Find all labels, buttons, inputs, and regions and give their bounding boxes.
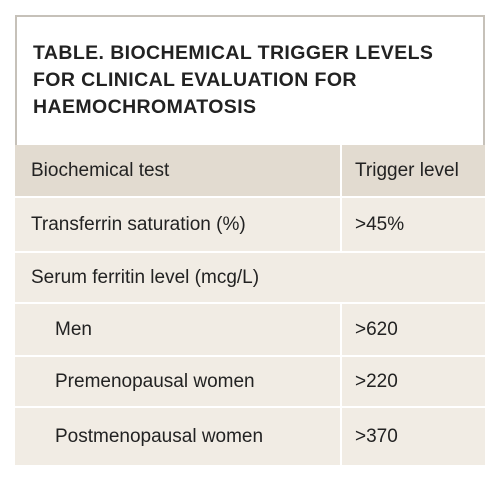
- header-trigger-level: Trigger level: [340, 145, 485, 196]
- row-level: >620: [340, 304, 485, 355]
- table-row: Premenopausal women >220: [15, 357, 485, 408]
- title-line-1-rest: BIOCHEMICAL TRIGGER LEVELS: [104, 42, 434, 64]
- row-test: Transferrin saturation (%): [31, 213, 246, 235]
- trigger-level-table: Biochemical test Trigger level Transferr…: [15, 145, 485, 465]
- title-line-3: HAEMOCHROMATOSIS: [33, 96, 257, 118]
- row-test: Postmenopausal women: [55, 425, 264, 447]
- title-prefix: TABLE.: [33, 42, 105, 64]
- title-line-2: FOR CLINICAL EVALUATION FOR: [33, 69, 357, 91]
- title-line-1: TABLE. BIOCHEMICAL TRIGGER LEVELS: [33, 40, 467, 67]
- row-test: Premenopausal women: [55, 370, 255, 392]
- row-level: >220: [340, 357, 485, 406]
- row-test: Men: [55, 318, 92, 340]
- row-level: >45%: [340, 198, 485, 251]
- table-row-group: Serum ferritin level (mcg/L): [15, 253, 485, 304]
- table-row: Postmenopausal women >370: [15, 408, 485, 465]
- header-biochemical-test: Biochemical test: [31, 159, 170, 181]
- table-row: Transferrin saturation (%) >45%: [15, 198, 485, 253]
- table-header-row: Biochemical test Trigger level: [15, 145, 485, 198]
- table-row: Men >620: [15, 304, 485, 357]
- table-title: TABLE. BIOCHEMICAL TRIGGER LEVELS FOR CL…: [33, 40, 467, 121]
- row-test-group: Serum ferritin level (mcg/L): [31, 266, 260, 288]
- table-title-box: TABLE. BIOCHEMICAL TRIGGER LEVELS FOR CL…: [15, 15, 485, 145]
- row-level: >370: [340, 408, 485, 465]
